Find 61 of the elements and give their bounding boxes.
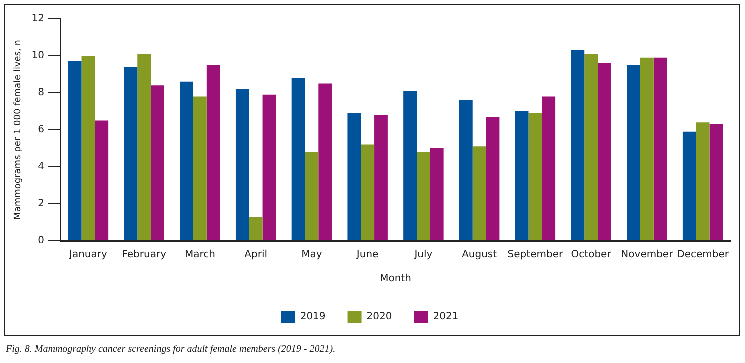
- legend-label: 2021: [433, 312, 459, 323]
- x-tick-label: July: [414, 250, 433, 261]
- bar: [416, 152, 430, 240]
- bar: [459, 100, 473, 240]
- bar: [598, 63, 612, 240]
- bar: [262, 94, 276, 240]
- bar: [124, 67, 138, 240]
- bar: [95, 120, 109, 240]
- bar: [528, 113, 542, 240]
- y-tick-label: 6: [38, 124, 45, 136]
- bar: [571, 50, 585, 240]
- y-axis-title: Mammograms per 1 000 female lives, n: [14, 40, 24, 220]
- bar: [696, 122, 710, 240]
- bar: [627, 65, 640, 240]
- x-tick-label: December: [677, 250, 730, 261]
- bar: [361, 144, 375, 240]
- x-tick-label: February: [122, 250, 167, 261]
- y-tick-label: 0: [38, 236, 45, 247]
- bar: [404, 91, 417, 240]
- x-tick-label: October: [571, 250, 612, 261]
- x-tick-label: June: [356, 250, 379, 261]
- y-tick-label: 8: [38, 88, 45, 99]
- x-tick-label: March: [184, 250, 216, 261]
- y-tick-label: 2: [38, 198, 45, 210]
- x-axis-title: Month: [380, 274, 412, 285]
- x-tick-label: May: [302, 250, 322, 261]
- bar: [640, 58, 654, 240]
- y-tick-label: 4: [38, 162, 45, 173]
- bar: [430, 148, 444, 240]
- legend-label: 2020: [366, 312, 392, 323]
- bar: [138, 54, 152, 240]
- bar: [206, 65, 220, 240]
- y-tick-label: 10: [32, 50, 45, 62]
- x-tick-label: April: [244, 250, 268, 261]
- bar: [515, 112, 529, 240]
- bar: [348, 113, 362, 240]
- bar: [654, 58, 668, 240]
- bar: [68, 62, 82, 240]
- bar: [472, 146, 486, 240]
- bar: [292, 78, 306, 240]
- bar: [236, 89, 250, 240]
- bar: [305, 152, 319, 240]
- x-tick-label: August: [462, 250, 498, 261]
- bar: [682, 132, 696, 240]
- legend-label: 2019: [300, 312, 326, 323]
- bar: [180, 82, 194, 240]
- caption: Fig. 8. Mammography cancer screenings for adult female members (2019 - 2021).: [6, 344, 336, 355]
- x-tick-label: January: [68, 250, 108, 261]
- y-tick-label: 12: [32, 14, 45, 25]
- bar: [194, 96, 207, 240]
- bar: [710, 124, 724, 240]
- bar: [486, 117, 500, 240]
- bar: [249, 216, 263, 240]
- bar: [151, 86, 164, 240]
- bar: [542, 96, 556, 240]
- x-tick-label: November: [621, 250, 674, 261]
- bar: [374, 115, 388, 240]
- bar: [82, 56, 96, 240]
- x-tick-label: September: [508, 250, 564, 261]
- bar: [584, 54, 598, 240]
- bar: [318, 84, 332, 240]
